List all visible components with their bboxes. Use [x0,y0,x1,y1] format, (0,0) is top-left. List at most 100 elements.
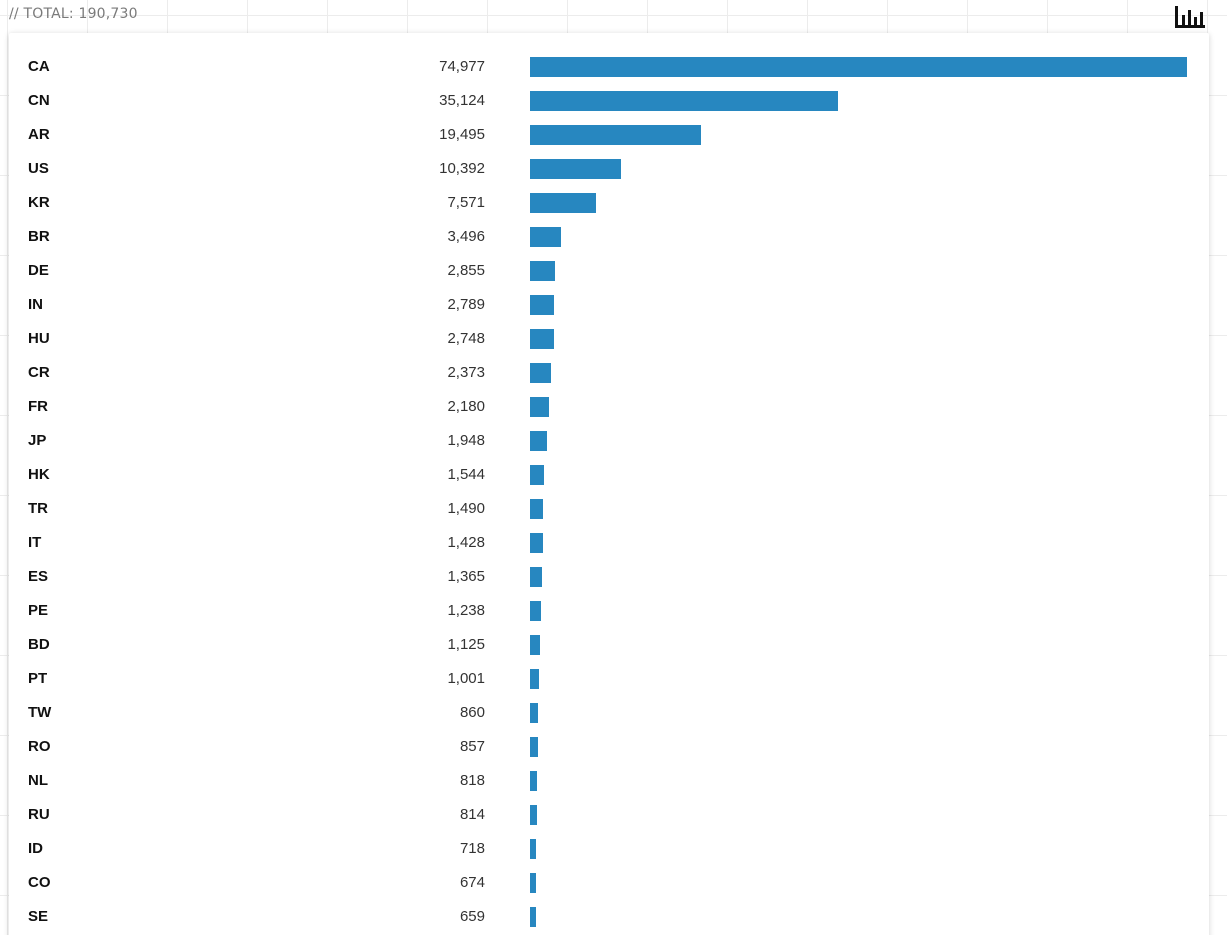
value-label: 1,948 [447,432,485,449]
country-code-label: RO [28,738,51,755]
bar[interactable] [530,669,539,689]
bar-row: RO 857 [9,730,1209,764]
bar[interactable] [530,839,536,859]
bar[interactable] [530,431,547,451]
value-label: 2,180 [447,398,485,415]
value-label: 1,490 [447,500,485,517]
country-code-label: RU [28,806,50,823]
bar-row: PE 1,238 [9,594,1209,628]
bar[interactable] [530,533,543,553]
country-code-label: HU [28,330,50,347]
bar[interactable] [530,193,596,213]
value-label: 2,855 [447,262,485,279]
value-label: 35,124 [439,92,485,109]
country-code-label: IN [28,296,43,313]
country-code-label: SE [28,908,49,925]
country-code-label: CN [28,92,50,109]
country-code-label: IT [28,534,42,551]
bar-row: HK 1,544 [9,458,1209,492]
country-code-label: JP [28,432,47,449]
bar-chart-icon-graphic [1175,6,1205,28]
bar-row: RU 814 [9,798,1209,832]
bar-row: IT 1,428 [9,526,1209,560]
bar-row: ES 1,365 [9,560,1209,594]
value-label: 1,544 [447,466,485,483]
bar[interactable] [530,329,554,349]
bar-row: IN 2,789 [9,288,1209,322]
bar-row: CR 2,373 [9,356,1209,390]
bar[interactable] [530,737,538,757]
total-label: // TOTAL: 190,730 [9,6,138,22]
value-label: 814 [459,806,485,823]
bar-row: TW 860 [9,696,1209,730]
bar[interactable] [530,703,538,723]
bar[interactable] [530,601,541,621]
bar-row: BR 3,496 [9,220,1209,254]
value-label: 1,001 [447,670,485,687]
bar-row: US 10,392 [9,152,1209,186]
bar[interactable] [530,125,701,145]
bar[interactable] [530,907,536,927]
bar-row: PT 1,001 [9,662,1209,696]
bar[interactable] [530,397,549,417]
country-code-label: AR [28,126,50,143]
country-code-label: PE [28,602,49,619]
bar[interactable] [530,227,561,247]
bar-row: FR 2,180 [9,390,1209,424]
bar-row: HU 2,748 [9,322,1209,356]
country-code-label: CR [28,364,50,381]
country-code-label: NL [28,772,48,789]
bar[interactable] [530,159,621,179]
value-label: 19,495 [439,126,485,143]
value-label: 2,748 [447,330,485,347]
bar[interactable] [530,635,540,655]
bar[interactable] [530,771,537,791]
chart-card: CA 74,977 CN 35,124 AR 19,495 US 10,392 KR 7,571 B… [9,33,1209,935]
country-code-label: BR [28,228,50,245]
value-label: 818 [459,772,485,789]
bar[interactable] [530,57,1187,77]
bar-row: JP 1,948 [9,424,1209,458]
bar-row: AR 19,495 [9,118,1209,152]
bar-row: CA 74,977 [9,50,1209,84]
country-code-label: TW [28,704,52,721]
value-label: 2,789 [447,296,485,313]
country-code-label: ES [28,568,49,585]
bar[interactable] [530,805,537,825]
country-code-label: ID [28,840,43,857]
country-code-label: DE [28,262,49,279]
value-label: 659 [459,908,485,925]
value-label: 2,373 [447,364,485,381]
country-code-label: FR [28,398,48,415]
country-code-label: CA [28,58,50,75]
value-label: 718 [459,840,485,857]
bar-row: CO 674 [9,866,1209,900]
bar-chart-icon[interactable] [1174,6,1206,28]
bar-row: TR 1,490 [9,492,1209,526]
bar-row: DE 2,855 [9,254,1209,288]
bar[interactable] [530,363,551,383]
value-label: 857 [459,738,485,755]
bar[interactable] [530,295,554,315]
bar[interactable] [530,567,542,587]
bar-chart: CA 74,977 CN 35,124 AR 19,495 US 10,392 KR 7,571 B… [9,50,1209,934]
bar[interactable] [530,465,544,485]
country-code-label: BD [28,636,50,653]
bar[interactable] [530,499,543,519]
bar[interactable] [530,873,536,893]
value-label: 1,365 [447,568,485,585]
bar-row: CN 35,124 [9,84,1209,118]
value-label: 10,392 [439,160,485,177]
bar[interactable] [530,261,555,281]
value-label: 1,428 [447,534,485,551]
bar[interactable] [530,91,838,111]
country-code-label: PT [28,670,48,687]
country-code-label: CO [28,874,51,891]
value-label: 860 [459,704,485,721]
bar-row: KR 7,571 [9,186,1209,220]
value-label: 7,571 [447,194,485,211]
value-label: 674 [459,874,485,891]
value-label: 1,125 [447,636,485,653]
value-label: 74,977 [439,58,485,75]
